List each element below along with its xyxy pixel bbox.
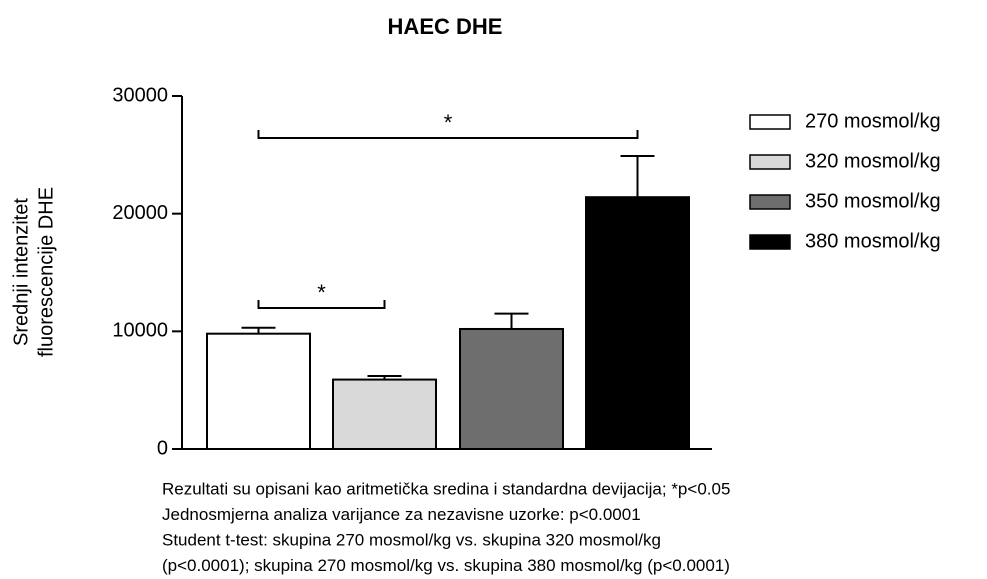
footnote: Student t-test: skupina 270 mosmol/kg vs…: [162, 530, 661, 549]
bar: [585, 196, 690, 450]
legend-label: 380 mosmol/kg: [805, 230, 941, 252]
significance-bracket: [257, 130, 639, 139]
y-axis-label: fluorescencije DHE: [35, 187, 57, 357]
significance-label: *: [444, 110, 453, 135]
bar: [459, 327, 564, 451]
legend-swatch: [749, 114, 791, 130]
legend-label: 270 mosmol/kg: [805, 110, 941, 132]
y-tick-label: 0: [157, 437, 168, 459]
footnote: Jednosmjerna analiza varijance za nezavi…: [162, 505, 641, 524]
legend-swatch: [749, 234, 791, 250]
y-axis-label: Srednji intenzitet: [10, 198, 32, 346]
y-tick-label: 10000: [112, 320, 168, 342]
footnote: (p<0.0001); skupina 270 mosmol/kg vs. sk…: [162, 556, 730, 575]
bar: [206, 332, 311, 451]
y-tick-label: 20000: [112, 202, 168, 224]
legend-label: 350 mosmol/kg: [805, 190, 941, 212]
y-tick-label: 30000: [112, 84, 168, 106]
bar: [332, 378, 437, 450]
chart-title: HAEC DHE: [388, 14, 503, 39]
legend-swatch: [749, 154, 791, 170]
legend-label: 320 mosmol/kg: [805, 150, 941, 172]
footnote: Rezultati su opisani kao aritmetička sre…: [162, 479, 730, 498]
significance-label: *: [317, 280, 326, 305]
legend-swatch: [749, 194, 791, 210]
significance-bracket: [257, 300, 386, 309]
